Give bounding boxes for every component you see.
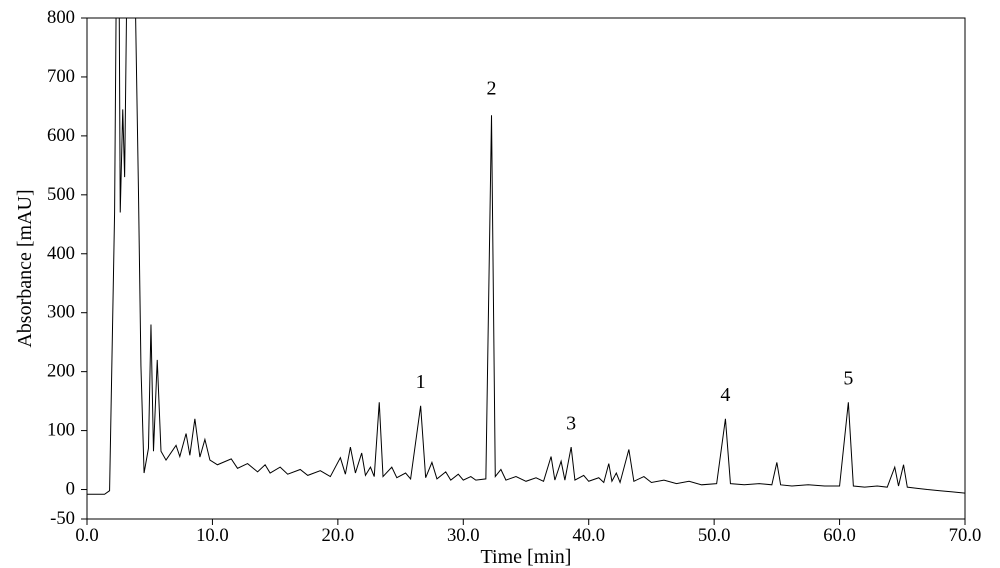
- y-tick-label: 700: [47, 66, 75, 87]
- y-tick-label: -50: [50, 508, 75, 529]
- chart-svg: 0.0 10.0 20.0 30.0 40.0 50.0 60.0 70.0 -50 0 100 20…: [0, 0, 1000, 568]
- x-tick-label: 50.0: [698, 525, 731, 546]
- y-tick-label: 100: [47, 420, 75, 441]
- y-tick-label: 600: [47, 125, 75, 146]
- x-tick-label: 30.0: [447, 525, 480, 546]
- x-tick-label: 70.0: [949, 525, 982, 546]
- x-tick-label: 20.0: [322, 525, 355, 546]
- x-axis-title: Time [min]: [481, 546, 572, 568]
- y-tick-label: 500: [47, 184, 75, 205]
- x-tick-label: 0.0: [75, 525, 98, 546]
- peak-label: 2: [487, 78, 497, 100]
- peak-label: 5: [843, 368, 853, 390]
- x-tick-label: 10.0: [196, 525, 229, 546]
- plot-border: [87, 18, 965, 519]
- y-axis-title: Absorbance [mAU]: [14, 189, 36, 347]
- y-tick-label: 300: [47, 302, 75, 323]
- y-tick-label: 200: [47, 361, 75, 382]
- y-tick-label: 400: [47, 243, 75, 264]
- y-tick-label: 800: [47, 7, 75, 28]
- chromatogram-chart: 0.0 10.0 20.0 30.0 40.0 50.0 60.0 70.0 -50 0 100 20…: [0, 0, 1000, 568]
- x-tick-label: 40.0: [572, 525, 605, 546]
- chromatogram-trace: [87, 0, 965, 494]
- peak-label: 3: [566, 412, 576, 434]
- peak-label: 1: [416, 371, 426, 393]
- y-tick-label: 0: [66, 479, 75, 500]
- x-tick-label: 60.0: [823, 525, 856, 546]
- peak-label: 4: [720, 384, 730, 406]
